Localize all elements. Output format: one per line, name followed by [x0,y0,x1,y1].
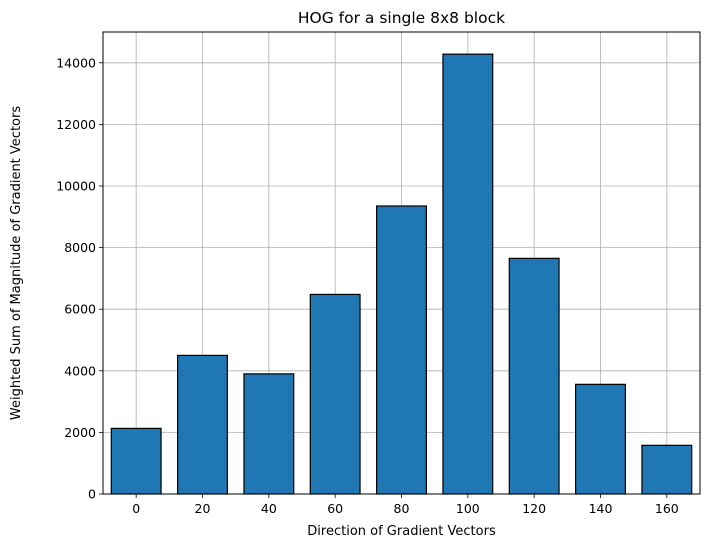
y-tick-label: 6000 [64,302,96,317]
bar-140 [575,383,626,495]
x-axis-label: Direction of Gradient Vectors [307,524,496,539]
y-tick-label: 2000 [64,425,96,440]
bar-100 [442,53,494,495]
bar-20 [177,354,228,495]
y-tick-label: 12000 [56,117,96,132]
y-tick-label: 10000 [56,179,96,194]
x-tick-label: 40 [261,501,277,516]
bar-120 [508,257,560,495]
bars-layer [110,53,693,495]
x-tick-label: 80 [394,501,410,516]
y-tick-label: 8000 [64,240,96,255]
y-tick-label: 4000 [64,363,96,378]
bar-40 [243,373,295,495]
bar-160 [641,444,693,495]
x-tick-label: 160 [655,501,679,516]
x-tick-label: 20 [195,501,211,516]
bar-80 [376,205,427,495]
x-tick-label: 60 [327,501,343,516]
x-tick-label: 120 [522,501,546,516]
chart-title: HOG for a single 8x8 block [298,9,505,27]
y-tick-label: 14000 [56,55,96,70]
x-tick-label: 0 [132,501,140,516]
x-tick-label: 100 [456,501,480,516]
x-tick-label: 140 [589,501,613,516]
bar-0 [110,427,162,495]
bar-60 [309,293,361,495]
y-axis-label: Weighted Sum of Magnitude of Gradient Ve… [9,106,24,420]
y-tick-label: 0 [88,487,96,502]
ticks-layer: 0 20 40 60 80 100 120 140 160 0 2000 4000 6000 8000 10… [56,55,679,516]
